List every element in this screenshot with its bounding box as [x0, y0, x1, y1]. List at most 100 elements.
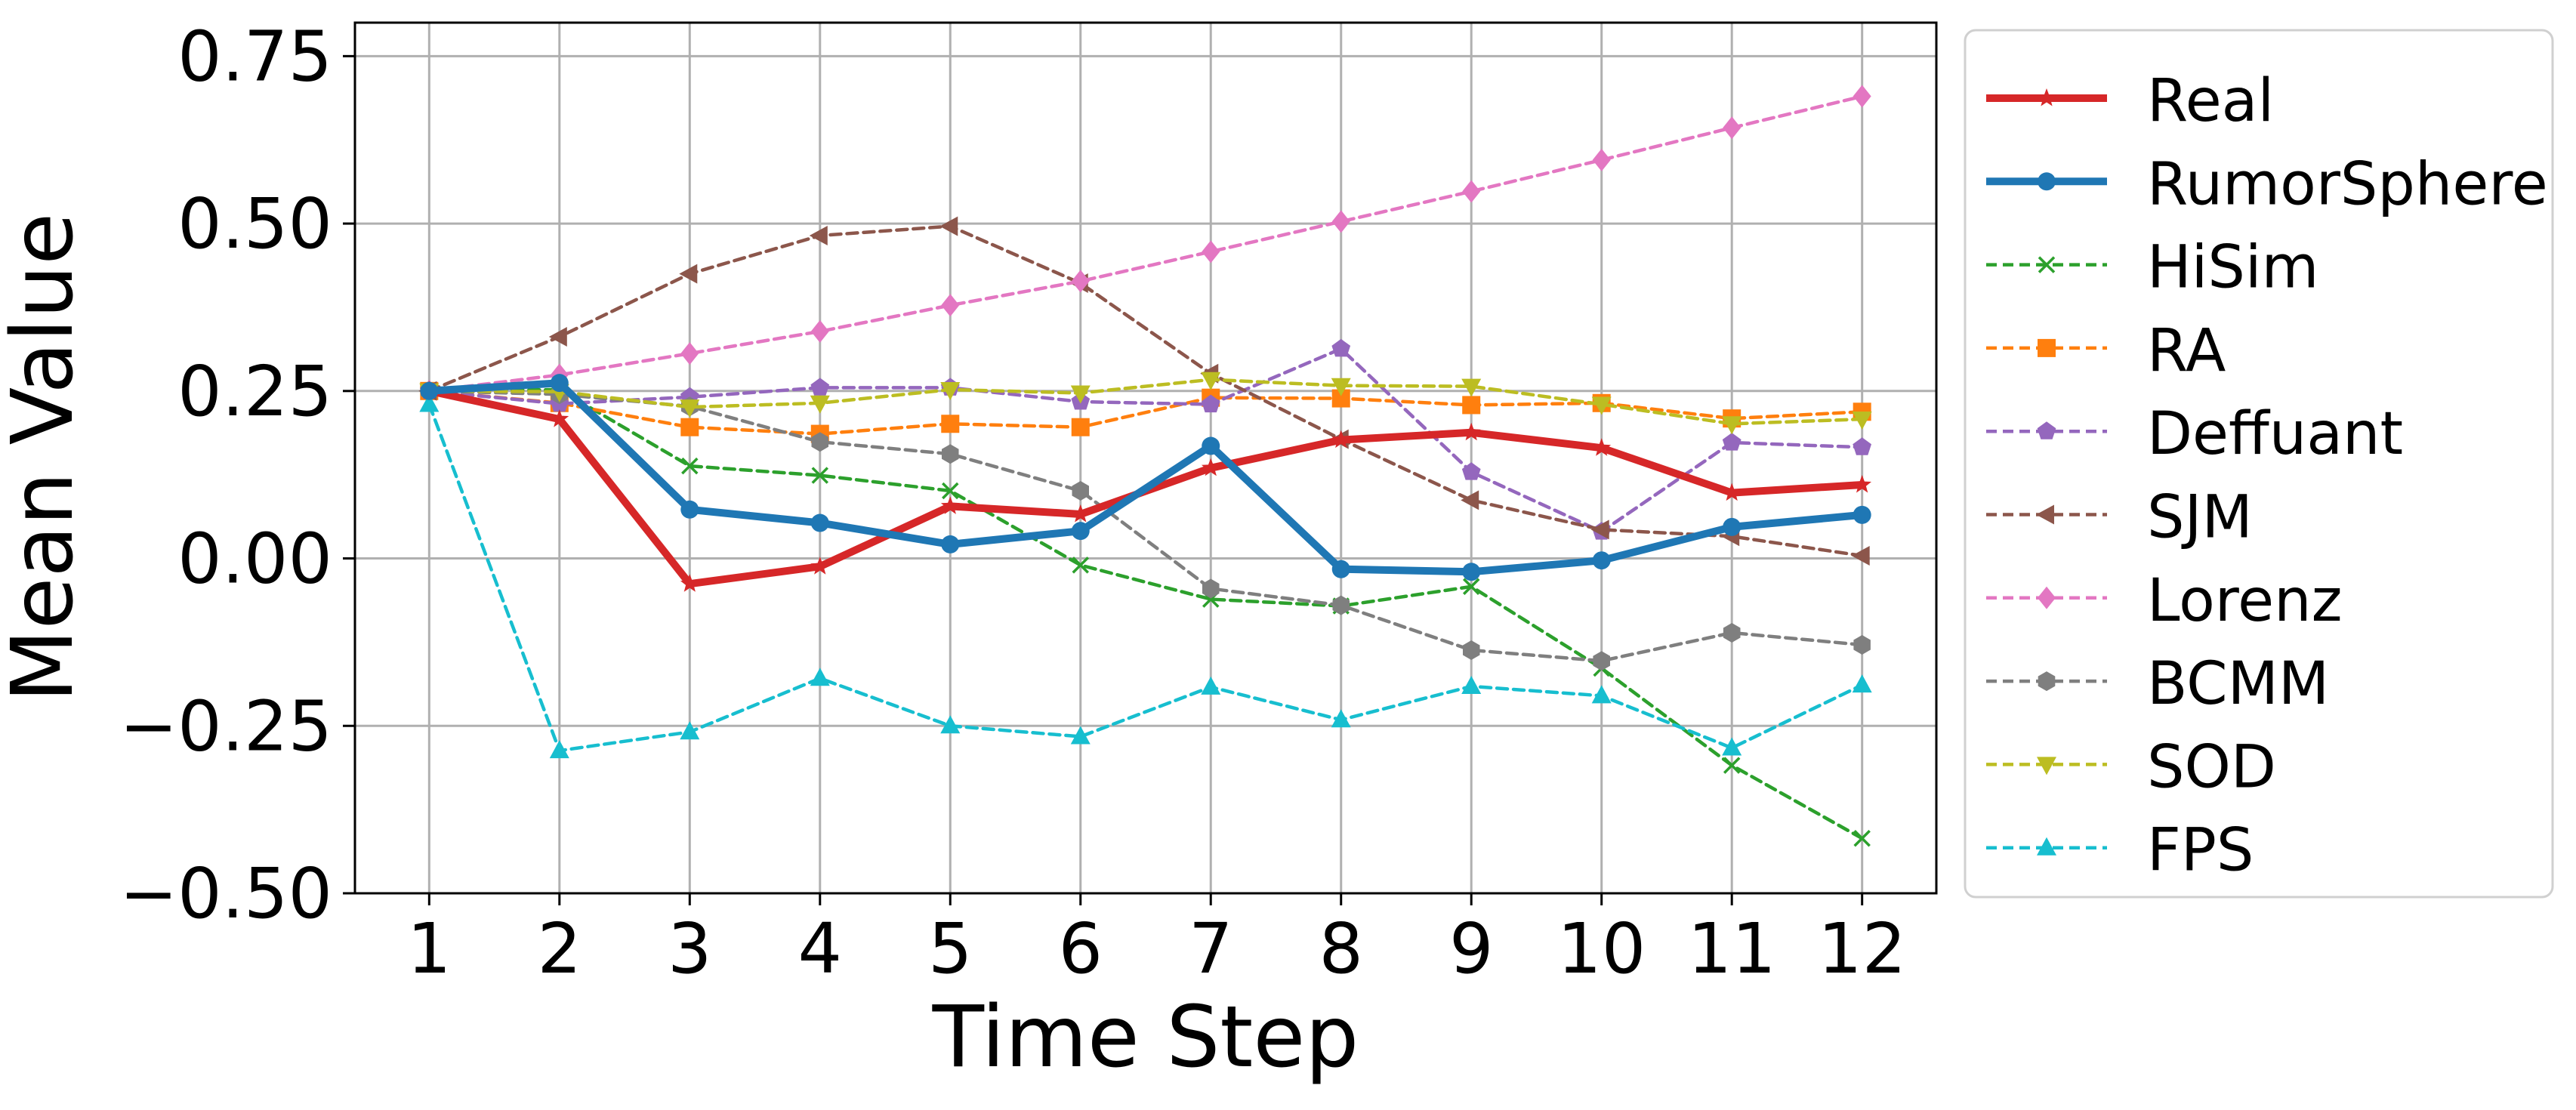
- x-tick-label: 3: [668, 908, 712, 989]
- x-tick-label: 7: [1189, 908, 1233, 989]
- x-marker-stroke: [1072, 557, 1089, 574]
- data-point-sjm: [1851, 545, 1870, 566]
- data-point-bcmm: [1853, 635, 1871, 655]
- data-point-hisim: [1462, 578, 1480, 596]
- data-point-fps: [549, 740, 569, 759]
- data-point-real: [1592, 438, 1612, 456]
- data-point-lorenz: [1071, 270, 1090, 293]
- series-line-hisim: [427, 387, 1864, 840]
- data-point-lorenz: [810, 319, 829, 343]
- data-point-real: [1071, 504, 1091, 523]
- data-point-ra: [1071, 418, 1090, 436]
- data-point-deffuant: [1201, 394, 1220, 413]
- legend-label: SJM: [2147, 484, 2253, 552]
- legend-entry-real: Real: [1986, 67, 2274, 135]
- data-point-lorenz: [1592, 148, 1611, 171]
- x-marker-stroke: [681, 457, 699, 475]
- data-point-deffuant: [1331, 338, 1351, 357]
- x-marker-stroke: [2038, 256, 2056, 273]
- data-point-rumorsphere: [1331, 560, 1350, 578]
- series-line-fps: [427, 402, 1864, 753]
- x-tick-label: 1: [407, 908, 452, 989]
- legend-swatch-marker: [2037, 837, 2056, 856]
- data-point-sod: [1331, 378, 1351, 396]
- series-lorenz: [420, 85, 1871, 402]
- data-point-fps: [1201, 676, 1221, 695]
- data-point-lorenz: [1723, 116, 1741, 140]
- data-point-fps: [810, 668, 830, 686]
- data-point-hisim: [1853, 830, 1871, 847]
- legend-label: FPS: [2147, 817, 2254, 885]
- data-point-fps: [419, 393, 440, 412]
- data-point-deffuant: [1722, 433, 1741, 451]
- data-point-fps: [1331, 709, 1351, 728]
- data-point-bcmm: [1332, 595, 1350, 615]
- y-tick-label: 0.25: [177, 351, 332, 432]
- data-point-bcmm: [1593, 651, 1610, 671]
- data-point-sod: [680, 399, 700, 418]
- data-point-real: [810, 557, 830, 575]
- series-rumorsphere: [420, 374, 1871, 581]
- data-point-real: [1853, 475, 1871, 493]
- data-point-fps: [1722, 737, 1742, 756]
- data-point-bcmm: [942, 444, 959, 464]
- data-point-sjm: [809, 226, 828, 246]
- legend-entry-sod: SOD: [1986, 733, 2276, 801]
- data-point-sod: [1722, 416, 1742, 435]
- data-point-rumorsphere: [420, 381, 439, 400]
- x-axis-label: Time Step: [932, 988, 1359, 1087]
- data-point-rumorsphere: [1723, 517, 1741, 536]
- data-point-ra: [941, 415, 960, 433]
- legend-swatch-marker: [2038, 256, 2056, 273]
- data-point-lorenz: [680, 342, 699, 365]
- data-point-hisim: [1072, 557, 1089, 574]
- legend-label: Lorenz: [2147, 567, 2343, 635]
- series-sod: [419, 372, 1872, 435]
- legend-swatch-marker: [2036, 504, 2054, 525]
- data-point-sjm: [679, 264, 698, 284]
- x-marker-stroke: [1723, 757, 1741, 774]
- legend-swatch-marker: [2038, 338, 2056, 357]
- legend-entry-sjm: SJM: [1986, 484, 2253, 552]
- data-point-sjm: [939, 216, 958, 236]
- data-point-real: [1461, 422, 1481, 441]
- data-point-fps: [1070, 726, 1091, 745]
- data-point-bcmm: [1463, 640, 1480, 660]
- x-tick-label: 11: [1688, 908, 1776, 989]
- data-point-deffuant: [1461, 462, 1481, 480]
- y-tick-label: −0.25: [119, 686, 332, 766]
- data-point-fps: [1852, 674, 1872, 693]
- data-point-lorenz: [1853, 85, 1871, 108]
- data-point-sjm: [1461, 490, 1479, 510]
- legend-label: SOD: [2147, 733, 2276, 801]
- data-point-lorenz: [1202, 240, 1220, 264]
- legend-swatch-marker: [2037, 757, 2056, 775]
- data-point-sod: [1201, 372, 1221, 390]
- data-point-real: [550, 409, 569, 427]
- y-tick-label: 0.50: [177, 183, 332, 264]
- data-point-sod: [810, 395, 830, 414]
- legend-entry-rumorsphere: RumorSphere: [1986, 150, 2548, 218]
- legend-label: BCMM: [2147, 650, 2329, 718]
- series-line-deffuant: [427, 347, 1864, 534]
- series-line-sod: [427, 378, 1864, 426]
- x-marker-stroke: [1853, 830, 1871, 847]
- data-point-hisim: [942, 482, 959, 500]
- data-point-real: [680, 574, 699, 592]
- data-point-ra: [1462, 396, 1481, 415]
- data-point-bcmm: [1723, 623, 1741, 643]
- data-point-fps: [940, 715, 961, 734]
- legend-swatch-marker: [2038, 172, 2056, 191]
- legend-swatch-marker: [2038, 671, 2056, 692]
- x-tick-label: 8: [1319, 908, 1363, 989]
- data-point-rumorsphere: [1592, 551, 1611, 570]
- legend-swatch-marker: [2038, 586, 2056, 609]
- legend-entry-ra: RA: [1986, 317, 2226, 385]
- legend-box: [1964, 29, 2554, 899]
- legend-entry-hisim: HiSim: [1986, 234, 2319, 302]
- x-marker-stroke: [942, 482, 959, 500]
- data-point-lorenz: [941, 294, 960, 317]
- data-point-fps: [1591, 685, 1612, 704]
